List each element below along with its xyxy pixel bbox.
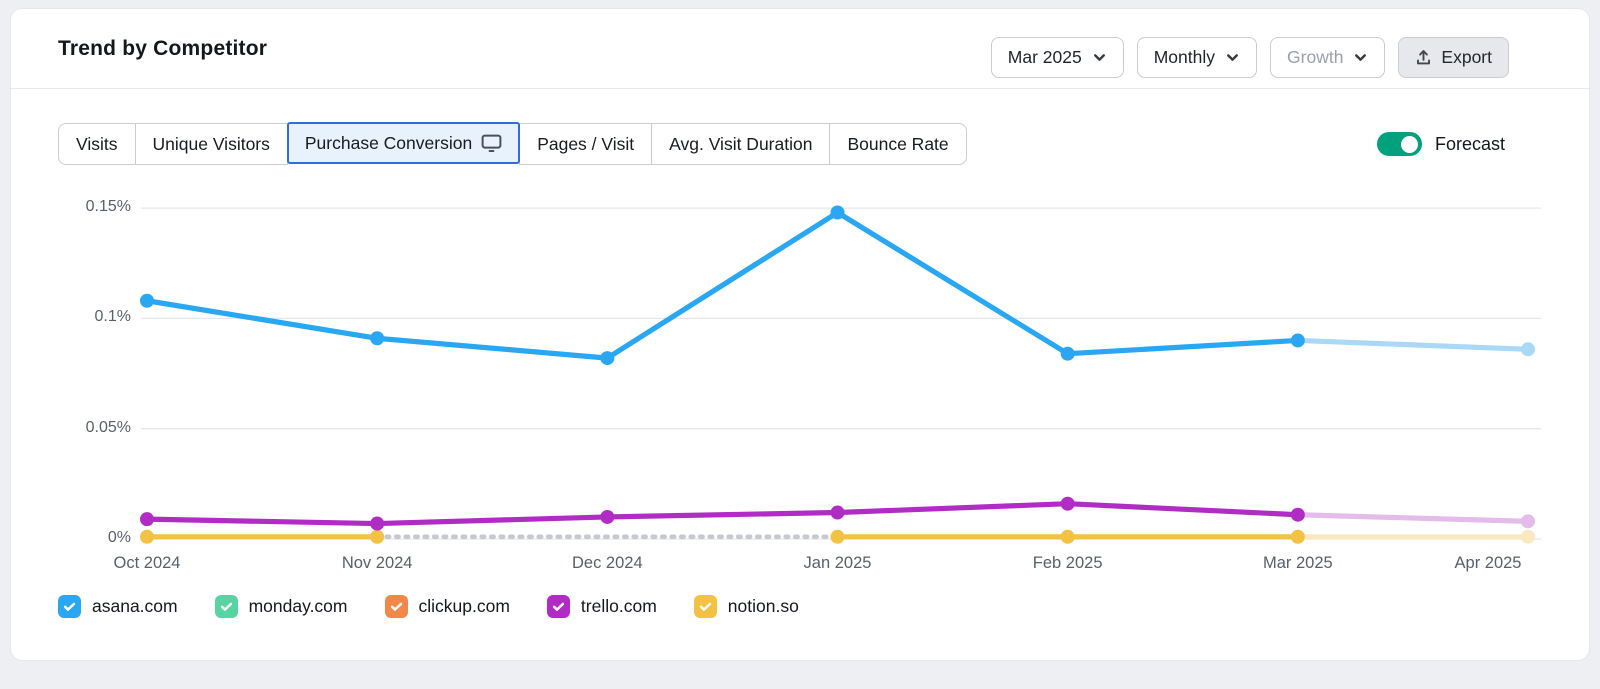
legend-item-clickup[interactable]: clickup.com [384,595,510,618]
granularity-value: Monthly [1153,47,1216,67]
checkbox-checked-icon[interactable] [58,595,81,618]
series-line-asana.com [144,298,380,341]
legend-label: clickup.com [418,596,510,616]
data-point-notion.so [1521,529,1535,544]
series-line-trello.com [1295,512,1531,524]
data-point-trello.com [1290,507,1305,522]
chart-canvas [140,205,1541,544]
series-line-asana.com [374,335,610,361]
forecast-label: Forecast [1434,133,1505,154]
toggle-knob [1400,135,1418,153]
tab-avg-visit-duration[interactable]: Avg. Visit Duration [651,123,831,165]
legend-label: asana.com [92,596,178,616]
tab-pages-per-visit[interactable]: Pages / Visit [519,123,653,165]
tab-label: Unique Visitors [152,133,270,154]
legend-label: trello.com [580,596,657,616]
tab-purchase-conversion[interactable]: Purchase Conversion [286,122,521,164]
series-line-asana.com [1065,337,1301,357]
legend-item-asana[interactable]: asana.com [58,595,178,618]
x-axis-tick-label: Feb 2025 [1032,554,1103,572]
data-point-trello.com [600,509,615,524]
export-label: Export [1441,47,1492,67]
y-axis-tick-label: 0.15% [85,198,131,216]
series-line-trello.com [144,516,380,527]
data-point-trello.com [830,505,845,520]
legend-label: monday.com [248,596,348,616]
y-axis-tick-label: 0% [107,529,131,546]
tab-unique-visitors[interactable]: Unique Visitors [134,123,288,165]
data-point-asana.com [830,205,845,220]
metric-tabs: Visits Unique Visitors Purchase Conversi… [58,122,967,165]
data-point-notion.so [140,529,154,544]
trend-line-chart: 0.15% 0.1% 0.05% 0% Oct 2024 Nov 2024 Dec 2024… [11,9,1589,660]
x-axis-tick-label: Oct 2024 [113,554,181,572]
chevron-down-icon [1225,50,1240,65]
checkbox-checked-icon[interactable] [693,595,717,618]
x-axis-tick-label: Mar 2025 [1262,554,1333,572]
legend-item-monday[interactable]: monday.com [214,595,348,618]
data-point-trello.com [140,512,154,527]
data-point-trello.com [1521,514,1535,529]
chevron-down-icon [1092,50,1107,65]
tab-label: Visits [76,133,118,154]
x-axis-tick-label: Apr 2025 [1454,554,1522,572]
card-header: Trend by Competitor Mar 2025 Monthly Gro… [11,9,1589,89]
data-point-notion.so [830,529,845,544]
date-range-value: Mar 2025 [1007,47,1082,67]
upload-icon [1415,49,1432,66]
tab-label: Bounce Rate [847,133,949,154]
tab-label: Purchase Conversion [304,132,473,153]
metric-dropdown[interactable]: Growth [1270,37,1386,78]
x-axis-tick-label: Dec 2024 [572,554,643,572]
desktop-icon [481,134,502,153]
data-point-asana.com [600,351,615,366]
data-point-asana.com [140,293,154,308]
metric-value: Growth [1287,47,1344,67]
x-axis-tick-label: Jan 2025 [803,554,872,572]
series-line-trello.com [1065,501,1301,518]
tab-bounce-rate[interactable]: Bounce Rate [829,123,967,165]
data-point-trello.com [370,516,385,531]
trend-by-competitor-card: Trend by Competitor Mar 2025 Monthly Gro… [10,8,1590,661]
series-line-trello.com [604,509,841,520]
tab-label: Avg. Visit Duration [669,133,813,154]
date-range-dropdown[interactable]: Mar 2025 [990,37,1124,78]
export-button[interactable]: Export [1398,37,1509,78]
series-line-asana.com [1295,337,1531,352]
forecast-control: Forecast [1376,132,1505,156]
page-title: Trend by Competitor [58,37,268,60]
data-point-asana.com [1060,346,1075,361]
y-axis-tick-label: 0.05% [85,418,131,436]
legend-label: notion.so [727,596,799,616]
checkbox-checked-icon[interactable] [214,595,238,618]
forecast-toggle[interactable] [1376,132,1422,156]
data-point-trello.com [1060,496,1075,511]
chart-legend: asana.com monday.com clickup.com trello.… [58,595,799,618]
x-axis-tick-label: Nov 2024 [341,554,413,572]
header-controls: Mar 2025 Monthly Growth [990,37,1509,78]
data-point-notion.so [370,529,385,544]
series-line-trello.com [834,501,1071,516]
data-point-notion.so [1060,529,1075,544]
data-point-notion.so [1290,529,1305,544]
legend-item-trello[interactable]: trello.com [546,595,657,618]
chevron-down-icon [1353,50,1368,65]
granularity-dropdown[interactable]: Monthly [1136,37,1258,78]
checkbox-checked-icon[interactable] [546,595,570,618]
tab-label: Pages / Visit [537,133,635,154]
data-point-asana.com [1521,342,1535,357]
data-point-asana.com [1290,333,1305,348]
series-line-asana.com [834,209,1071,357]
series-line-asana.com [604,209,841,361]
legend-item-notion[interactable]: notion.so [693,595,799,618]
checkbox-checked-icon[interactable] [384,595,408,618]
tab-visits[interactable]: Visits [58,123,136,165]
y-axis-tick-label: 0.1% [94,308,131,326]
data-point-asana.com [370,331,385,346]
series-line-trello.com [374,514,610,527]
